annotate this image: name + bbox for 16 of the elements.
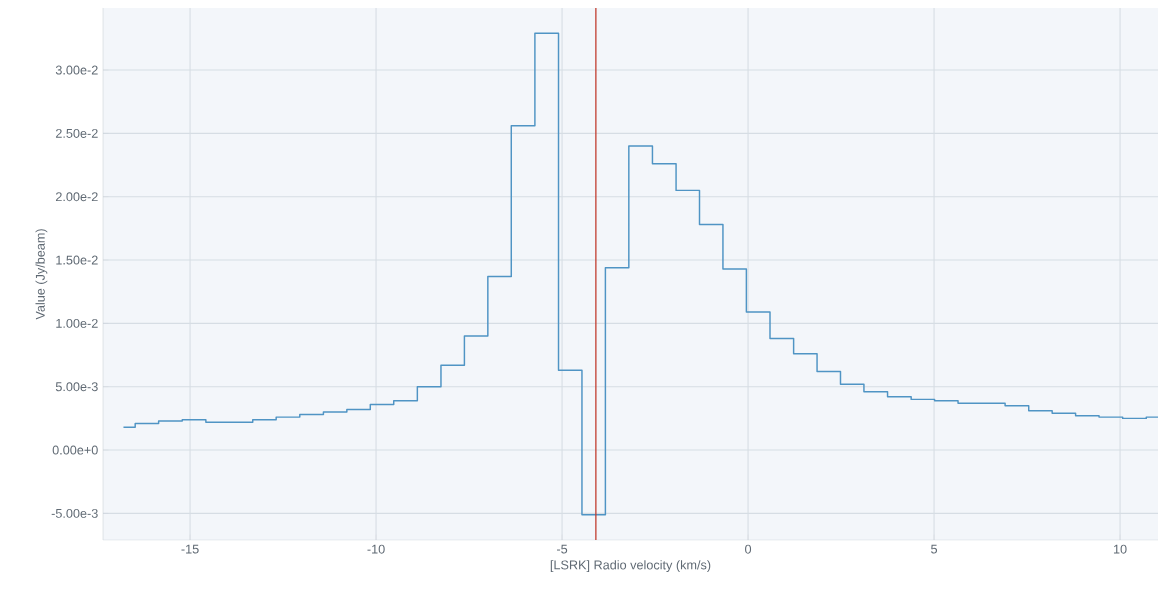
- y-tick-label: 0.00e+0: [52, 445, 98, 455]
- x-tick-label: -10: [367, 544, 385, 554]
- y-tick-label: 5.00e-3: [55, 382, 98, 392]
- x-tick-label: 0: [745, 544, 752, 554]
- y-tick-label: 2.00e-2: [55, 192, 98, 202]
- y-tick-label: 3.00e-2: [55, 65, 98, 75]
- x-tick-label: 10: [1113, 544, 1127, 554]
- y-axis-title: Value (Jy/beam): [35, 229, 48, 320]
- x-tick-label: -5: [556, 544, 568, 554]
- x-tick-label: -15: [181, 544, 199, 554]
- y-tick-label: 1.00e-2: [56, 318, 98, 328]
- y-tick-label: -5.00e-3: [51, 508, 98, 518]
- x-tick-label: 5: [931, 544, 938, 554]
- y-tick-label: 2.50e-2: [55, 128, 98, 138]
- x-axis-title: [LSRK] Radio velocity (km/s): [550, 560, 711, 572]
- y-tick-label: 1.50e-2: [56, 255, 98, 265]
